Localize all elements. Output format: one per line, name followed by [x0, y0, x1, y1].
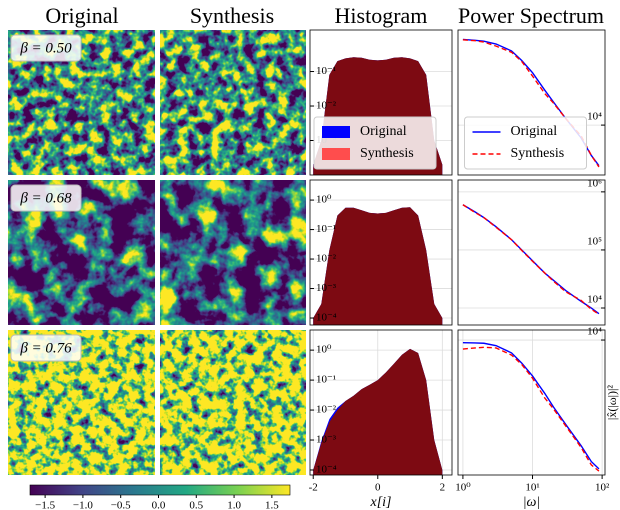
y-tick-label: 10⁴ — [587, 294, 602, 306]
x-tick-label: 2 — [440, 482, 446, 494]
spectrum-line — [462, 341, 600, 470]
x-tick-label: 10¹ — [525, 482, 539, 494]
legend-swatch — [322, 148, 350, 160]
x-tick-label: 10⁰ — [455, 482, 471, 494]
beta-label: β = 0.76 — [19, 340, 72, 356]
y-tick-label: 10⁻⁴ — [316, 464, 337, 476]
x-axis-label: |ω| — [523, 495, 541, 510]
legend-swatch — [322, 126, 350, 138]
y-tick-label: 10⁻¹ — [316, 374, 336, 386]
panel-frame — [309, 179, 453, 326]
legend-label: Synthesis — [511, 146, 565, 161]
x-tick-label: -2 — [309, 482, 318, 494]
label-box — [10, 334, 82, 362]
colorbar-tick-label: −1.0 — [73, 500, 93, 510]
colorbar-tick-label: −0.5 — [111, 500, 131, 510]
plot-area — [310, 199, 452, 325]
colorbar-tick-label: 1.5 — [265, 500, 279, 510]
spectrum-line — [462, 204, 600, 315]
y-tick-label: 10⁶ — [587, 177, 602, 189]
panel-frame — [457, 329, 606, 476]
column-title: Histogram — [335, 3, 428, 28]
panel-frame — [309, 29, 453, 176]
y-tick-label: 10⁻³ — [316, 282, 337, 294]
colorbar-tick-label: 1.0 — [227, 500, 241, 510]
colorbar-tick-label: 0.5 — [189, 500, 203, 510]
beta-label: β = 0.50 — [19, 40, 72, 56]
legend-box — [464, 116, 587, 170]
column-title: Original — [45, 3, 118, 28]
field-image — [160, 330, 306, 475]
plot-area — [458, 330, 605, 475]
field-image — [160, 180, 306, 325]
histogram-area — [313, 348, 443, 475]
plot-area — [458, 191, 605, 315]
legend-label: Original — [360, 124, 407, 139]
colorbar-tick-label: 0.0 — [152, 500, 166, 510]
colorbar-tick-label: −1.5 — [35, 500, 55, 510]
field-image — [160, 30, 306, 175]
y-tick-label: 10⁵ — [587, 235, 602, 247]
legend-label: Original — [511, 124, 558, 139]
y-tick-label: 10⁰ — [316, 344, 332, 356]
x-tick-label: 10² — [595, 482, 610, 494]
legend-label: Synthesis — [360, 146, 414, 161]
y-tick-label: 10⁻² — [316, 404, 337, 416]
y-tick-label: 10⁻⁴ — [316, 312, 337, 324]
column-title: Synthesis — [190, 3, 274, 28]
y-axis-label: |x̂(|ω|)|² — [605, 385, 619, 421]
panel-frame — [309, 329, 453, 476]
panel-frame — [457, 29, 606, 176]
spectrum-line — [462, 204, 600, 315]
x-axis-label: x[i] — [370, 495, 392, 510]
spectrum-line — [462, 346, 600, 472]
beta-label: β = 0.68 — [19, 190, 72, 206]
y-tick-label: 10⁻³ — [316, 434, 337, 446]
y-tick-label: 10⁻¹ — [316, 65, 336, 77]
panel-frame — [457, 179, 606, 326]
label-box — [10, 184, 82, 212]
plot-area — [310, 330, 452, 475]
y-tick-label: 10⁻¹ — [316, 223, 336, 235]
y-tick-label: 10⁰ — [316, 194, 332, 206]
y-tick-label: 10⁴ — [587, 326, 602, 338]
column-title: Power Spectrum — [458, 3, 604, 28]
label-box — [10, 34, 82, 62]
y-tick-label: 10⁻² — [316, 253, 337, 265]
colorbar — [29, 484, 291, 496]
x-tick-label: 0 — [375, 482, 381, 494]
histogram-area — [313, 207, 443, 325]
spectrum-line — [462, 39, 600, 168]
y-tick-label: 10⁴ — [587, 111, 602, 123]
y-tick-label: 10⁻² — [316, 100, 337, 112]
